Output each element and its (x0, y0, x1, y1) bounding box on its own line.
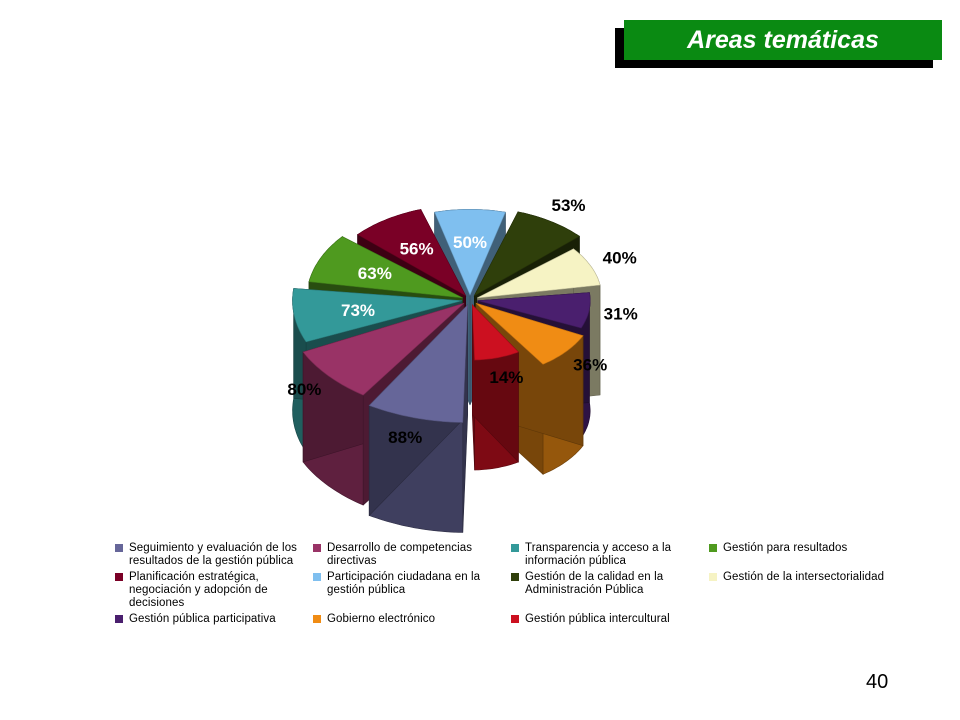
data-label: 31% (604, 304, 638, 323)
legend-swatch (313, 615, 321, 623)
legend-label: Gestión para resultados (723, 542, 848, 554)
legend-item: Gestión pública intercultural (511, 613, 709, 626)
pie-chart: 88% 80% 73% 63% 56% 50% 53% 40% 31% 36% 14% (287, 196, 638, 533)
legend-item: Seguimiento y evaluación de los resultad… (115, 542, 313, 568)
legend-label: Planificación estratégica, negociación y… (129, 571, 268, 609)
legend-swatch (115, 573, 123, 581)
title-banner: Areas temáticas (624, 20, 942, 60)
legend-label: Seguimiento y evaluación de los resultad… (129, 542, 298, 567)
legend-item: Desarrollo de competencias directivas (313, 542, 511, 568)
data-label: 53% (551, 196, 585, 215)
data-label: 36% (573, 356, 607, 375)
legend-item: Gestión para resultados (709, 542, 907, 568)
legend-item: Transparencia y acceso a la información … (511, 542, 709, 568)
data-label: 63% (358, 264, 392, 283)
legend-item: Gestión pública participativa (115, 613, 313, 626)
pie-slice (368, 304, 469, 533)
legend-swatch (313, 544, 321, 552)
legend-label: Gestión pública intercultural (525, 613, 670, 625)
chart-legend: Seguimiento y evaluación de los resultad… (115, 542, 915, 626)
data-label: 14% (489, 368, 523, 387)
legend-item: Gobierno electrónico (313, 613, 511, 626)
legend-label: Desarrollo de competencias directivas (327, 542, 473, 567)
pie-slice (471, 304, 519, 471)
legend-item: Planificación estratégica, negociación y… (115, 571, 313, 610)
legend-swatch (115, 615, 123, 623)
data-label: 50% (453, 233, 487, 252)
legend-item: Participación ciudadana en la gestión pú… (313, 571, 511, 610)
data-label: 40% (603, 249, 637, 268)
legend-label: Transparencia y acceso a la información … (525, 542, 672, 567)
legend-swatch (511, 615, 519, 623)
legend-swatch (511, 573, 519, 581)
legend-swatch (115, 544, 123, 552)
data-label: 56% (400, 240, 434, 259)
data-label: 80% (287, 380, 321, 399)
legend-swatch (313, 573, 321, 581)
legend-swatch (511, 544, 519, 552)
data-label: 73% (341, 301, 375, 320)
data-label: 88% (388, 428, 422, 447)
legend-item: Gestión de la intersectorialidad (709, 571, 907, 610)
legend-swatch (709, 573, 717, 581)
legend-label: Gestión de la calidad en la Administraci… (525, 571, 664, 596)
legend-label: Participación ciudadana en la gestión pú… (327, 571, 481, 596)
page-title: Areas temáticas (687, 25, 879, 54)
legend-label: Gestión de la intersectorialidad (723, 571, 885, 583)
legend-item: Gestión de la calidad en la Administraci… (511, 571, 709, 610)
legend-label: Gobierno electrónico (327, 613, 436, 625)
page-number: 40 (866, 671, 889, 693)
legend-label: Gestión pública participativa (129, 613, 276, 625)
legend-swatch (709, 544, 717, 552)
